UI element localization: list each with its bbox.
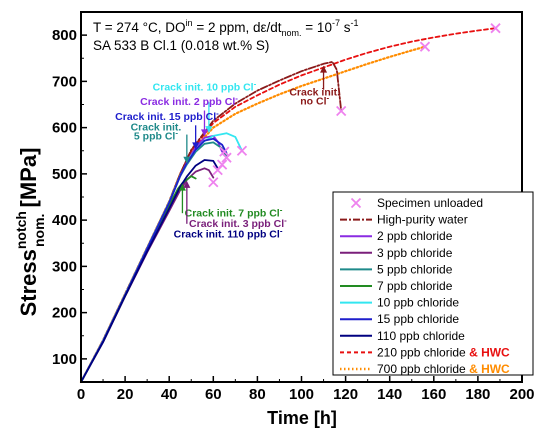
annotation-arrowhead-8 [320,65,328,73]
x-tick-label-2: 40 [161,386,178,403]
annotation-arrowhead-3 [183,156,191,164]
annotations: Crack init. 10 ppb Cl-Crack init. 2 ppb … [115,65,340,241]
y-axis-title: Stressnotch nom. [MPa] [13,148,47,317]
legend-label-c7: 7 ppb chloride [377,279,453,293]
annotation-6: Crack init. 3 ppb Cl- [189,216,287,230]
x-axis: 0 20 40 60 80 100 120 140 160 180 200 [77,376,535,403]
legend-label-c700: 700 ppb chloride & HWC [377,362,510,376]
annotation-arrowhead-1 [200,129,208,137]
annotation-4: 5 ppb Cl- [134,129,178,143]
x-tick-label-10: 200 [509,386,534,403]
y-tick-label-5: 600 [52,120,77,137]
y-axis: 100 200 300 400 500 600 700 800 [52,27,87,368]
unloaded-marker-3 [219,146,230,157]
conditions-line-1: T = 274 °C, DOin = 2 ppm, dε/dtnom. = 10… [93,18,359,38]
series-line-c3 [80,167,215,383]
conditions-line-2: SA 533 B Cl.1 (0.018 wt.% S) [93,38,269,53]
legend-box [332,191,534,376]
legend-label-unloaded: Specimen unloaded [377,196,483,210]
x-tick-label-3: 60 [205,386,222,403]
y-tick-label-4: 500 [52,166,77,183]
annotation-5: Crack init. 7 ppb Cl- [185,205,283,219]
annotation-1: Crack init. 2 ppb Cl- [140,94,238,108]
unloaded-marker-5 [236,145,248,156]
legend-label-c210: 210 ppb chloride & HWC [377,345,510,359]
annotation-arrowhead-5 [178,183,186,191]
unloaded-marker-4 [221,152,232,163]
unloaded-marker-8 [490,23,501,34]
x-tick-label-6: 120 [333,386,358,403]
unloaded-marker-6 [336,105,347,117]
legend-label-c2: 2 ppb chloride [377,229,453,243]
legend-label-c15: 15 ppb chloride [377,312,459,326]
annotation-9: no Cl- [300,94,329,108]
annotation-arrowhead-2 [192,142,200,150]
x-tick-label-8: 160 [421,386,446,403]
series-line-c210 [80,27,497,383]
series-line-c5 [80,141,228,383]
annotation-2: Crack init. 15 ppb Cl- [115,109,219,123]
series-layer [79,27,497,384]
y-tick-label-2: 300 [52,258,77,275]
y-tick-label-0: 100 [52,351,77,368]
x-tick-label-5: 100 [289,386,314,403]
unloaded-markers [208,23,501,188]
unloaded-marker-0 [208,177,219,188]
annotation-3: Crack init. [131,121,182,133]
legend-label-c110: 110 ppb chloride [377,329,465,343]
series-line-c15 [80,137,228,383]
annotation-arrowhead-6 [183,180,191,188]
y-tick-label-3: 400 [52,212,77,229]
annotation-8: Crack init. [289,86,340,98]
unloaded-marker-2 [216,159,228,170]
x-tick-label-9: 180 [465,386,490,403]
legend-label-c5: 5 ppb chloride [377,262,453,276]
legend-swatch-unloaded [350,197,362,209]
x-tick-label-4: 80 [249,386,266,403]
x-tick-label-0: 0 [77,386,85,403]
y-tick-label-1: 200 [52,305,77,322]
x-axis-title: Time [h] [267,408,337,428]
annotation-0: Crack init. 10 ppb Cl- [153,80,257,94]
x-tick-label-7: 140 [377,386,402,403]
legend-label-c3: 3 ppb chloride [377,246,453,260]
x-tick-label-1: 20 [117,386,134,403]
legend-items: Specimen unloaded High-purity water 2 ppb … [340,196,510,376]
legend-label-hpw: High-purity water [377,213,468,227]
legend-label-c10: 10 ppb chloride [377,296,459,310]
series-line-c110 [80,159,219,383]
annotation-7: Crack init. 110 ppb Cl- [174,227,283,241]
y-tick-label-7: 800 [52,27,77,44]
legend: Specimen unloaded High-purity water 2 ppb … [332,191,534,376]
annotation-arrowhead-0 [205,126,213,134]
y-tick-label-6: 700 [52,73,77,90]
unloaded-marker-7 [419,41,431,52]
